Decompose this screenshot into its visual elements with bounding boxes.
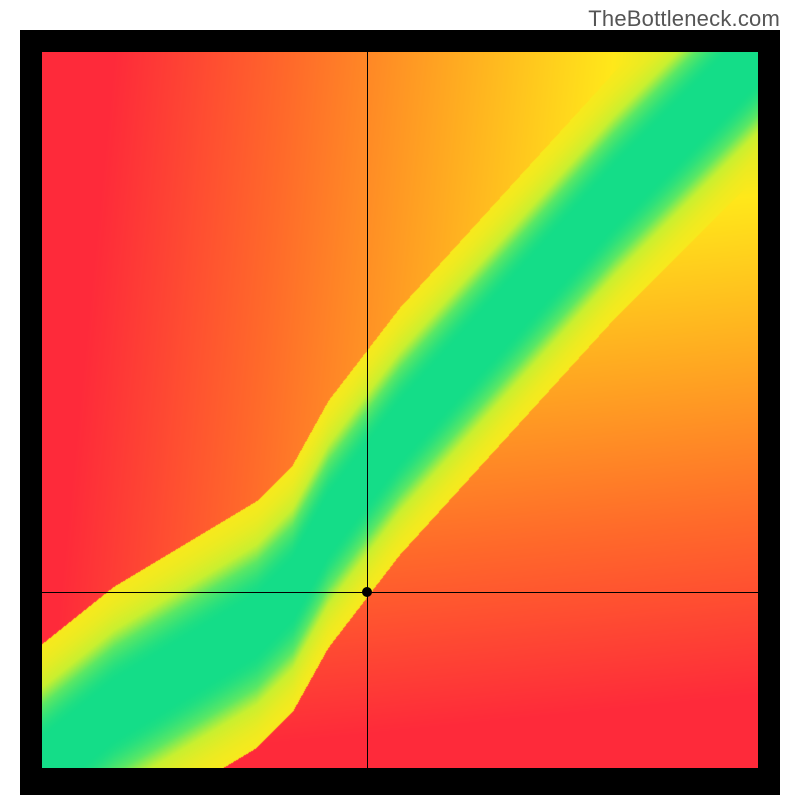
watermark-text: TheBottleneck.com: [588, 6, 780, 32]
chart-container: TheBottleneck.com: [0, 0, 800, 800]
heatmap-inner: [42, 52, 758, 768]
crosshair-marker: [362, 587, 372, 597]
crosshair-vertical: [367, 52, 368, 768]
plot-area: [20, 30, 780, 795]
crosshair-horizontal: [42, 592, 758, 593]
heatmap-canvas: [42, 52, 758, 768]
